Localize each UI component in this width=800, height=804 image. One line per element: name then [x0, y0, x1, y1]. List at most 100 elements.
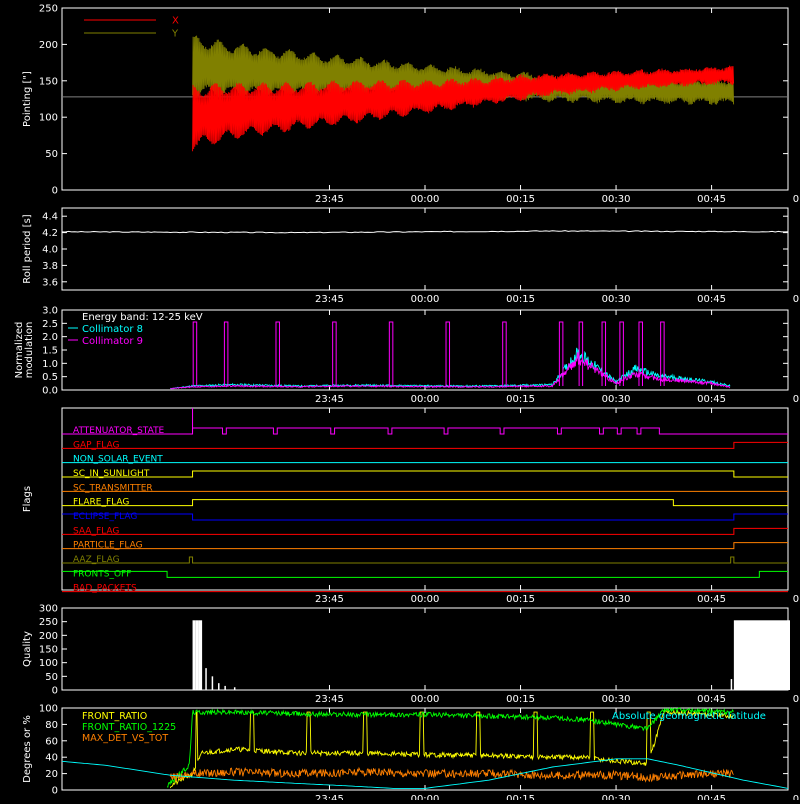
quality-bar: [733, 620, 788, 690]
quality-bar: [233, 687, 236, 690]
ratios-ytick-label: 60: [45, 736, 58, 747]
pointing-ytick-label: 50: [45, 149, 58, 160]
ratios-xtick-label: 00:45: [697, 794, 726, 800]
quality-frame: [61, 607, 789, 691]
quality-xtick-label: 23:45: [315, 694, 344, 705]
modulation-spike: [445, 321, 451, 386]
modulation-spike: [388, 321, 394, 386]
ratios-ylabel: Degrees or %: [22, 715, 33, 783]
quality-ytick-label: 100: [39, 658, 58, 669]
latitude-legend-label: Absolute geomagnetic latitude: [612, 711, 766, 722]
flags-xtick-label: 23:45: [315, 594, 344, 605]
modulation-series-1: [170, 352, 731, 390]
modulation-spike: [578, 321, 584, 386]
ratios-ytick-label: 0: [52, 786, 58, 797]
ratio-legend-label: MAX_DET_VS_TOT: [82, 733, 168, 744]
quality-bar: [205, 668, 207, 690]
flags-xtick-label: 01:00: [793, 594, 800, 605]
roll-ytick-label: 4.2: [42, 228, 58, 239]
modulation-ytick-label: 2.5: [42, 319, 58, 330]
modulation-legend-label: Collimator 8: [82, 324, 143, 335]
pointing-series-X: [192, 65, 735, 152]
roll-xtick-label: 00:15: [506, 294, 535, 305]
quality-xtick-label: 00:00: [411, 694, 440, 705]
ratio-legend-label: FRONT_RATIO: [82, 711, 147, 722]
roll-panel: 23:45 00:00 00:15 00:30 00:45 01:00 Roll perio…: [22, 207, 800, 305]
modulation-spike: [275, 321, 280, 386]
flag-label-bad_packets: BAD_PACKETS: [73, 584, 137, 594]
pointing-xtick-label: 00:00: [411, 194, 440, 205]
modulation-spike: [502, 321, 507, 386]
roll-ytick-label: 4.4: [42, 212, 58, 223]
pointing-ytick-label: 200: [39, 40, 58, 51]
roll-ylabel: Roll period [s]: [22, 214, 33, 283]
pointing-xtick-label: 23:45: [315, 194, 344, 205]
roll-xtick-label: 00:30: [602, 294, 631, 305]
flags-xtick-label: 00:30: [602, 594, 631, 605]
flag-label-particle_flag: PARTICLE_FLAG: [73, 541, 143, 551]
flag-line-aaz_flag: [62, 556, 788, 564]
flag-line-sc_in_sunlight: [62, 470, 788, 478]
modulation-spike: [638, 321, 643, 386]
flags-panel: 23:45 00:00 00:15 00:30 00:45 01:00 Flags ATTEN…: [22, 407, 800, 605]
ratio-legend-label: FRONT_RATIO_1225: [82, 722, 176, 733]
quality-ylabel: Quality: [22, 631, 33, 667]
modulation-xtick-label: 00:30: [602, 394, 631, 405]
quality-bar: [195, 620, 199, 690]
modulation-ytick-label: 2.0: [42, 332, 58, 343]
modulation-spike: [223, 321, 229, 386]
ratios-ytick-label: 80: [45, 720, 58, 731]
modulation-spike: [619, 321, 624, 386]
flags-xtick-label: 00:45: [697, 594, 726, 605]
quality-bar: [198, 620, 203, 690]
modulation-xtick-label: 00:15: [506, 394, 535, 405]
flags-ylabel: Flags: [22, 486, 33, 512]
modulation-legend-label: Collimator 9: [82, 336, 143, 347]
quality-bar: [218, 683, 220, 690]
pointing-Y-legend-label: Y: [171, 29, 179, 40]
pointing-xtick-label: 00:30: [602, 194, 631, 205]
quality-ytick-label: 150: [39, 645, 58, 656]
roll-period-line: [61, 230, 789, 234]
flag-line-eclipse_flag: [62, 513, 788, 521]
pointing-ytick-label: 150: [39, 76, 58, 87]
ratio-series-2: [169, 766, 734, 783]
modulation-spike: [332, 321, 337, 386]
quality-xtick-label: 00:15: [506, 694, 535, 705]
pointing-ytick-label: 100: [39, 113, 58, 124]
modulation-ylabel: Normalized: [14, 322, 25, 379]
ratios-panel: 23:45 00:00 00:15 00:30 00:45 01:00 Degrees or…: [22, 704, 800, 804]
modulation-ylabel: modulation: [24, 322, 35, 379]
flag-label-flare_flag: FLARE_FLAG: [73, 498, 129, 508]
quality-bar: [224, 685, 226, 690]
pointing-ytick-label: 0: [52, 186, 58, 197]
flag-label-attenuator_state: ATTENUATOR_STATE: [73, 426, 165, 436]
roll-xtick-label: 01:00: [793, 294, 800, 305]
ratio-series-1: [166, 707, 734, 788]
quality-ytick-label: 250: [39, 617, 58, 628]
flag-label-gap_flag: GAP_FLAG: [73, 440, 119, 450]
modulation-legend-title: Energy band: 12-25 keV: [82, 312, 203, 323]
modulation-panel: 23:45 00:00 00:15 00:30 00:45 01:00 Normalized…: [14, 306, 800, 406]
flag-line-fronts_off: [62, 570, 788, 578]
flag-line-gap_flag: [62, 441, 788, 449]
roll-xtick-label: 00:45: [697, 294, 726, 305]
modulation-ytick-label: 3.0: [42, 306, 58, 317]
flags-xtick-label: 00:00: [411, 594, 440, 605]
quality-ytick-label: 200: [39, 631, 58, 642]
quality-bar: [788, 620, 790, 690]
ratio-series-0: [169, 709, 734, 789]
quality-bar: [211, 676, 214, 690]
ratios-xtick-label: 00:00: [411, 794, 440, 800]
pointing-panel: 23:45 00:00 00:15 00:30 00:45 01:00 Pointing […: [22, 4, 800, 206]
modulation-xtick-label: 00:45: [697, 394, 726, 405]
roll-ytick-label: 3.6: [42, 277, 58, 288]
pointing-xtick-label: 00:15: [506, 194, 535, 205]
modulation-xtick-label: 00:00: [411, 394, 440, 405]
flag-label-eclipse_flag: ECLIPSE_FLAG: [73, 512, 137, 522]
pointing-xtick-label: 01:00: [793, 194, 800, 205]
modulation-ytick-label: 1.0: [42, 359, 58, 370]
ratios-ytick-label: 100: [39, 704, 58, 715]
